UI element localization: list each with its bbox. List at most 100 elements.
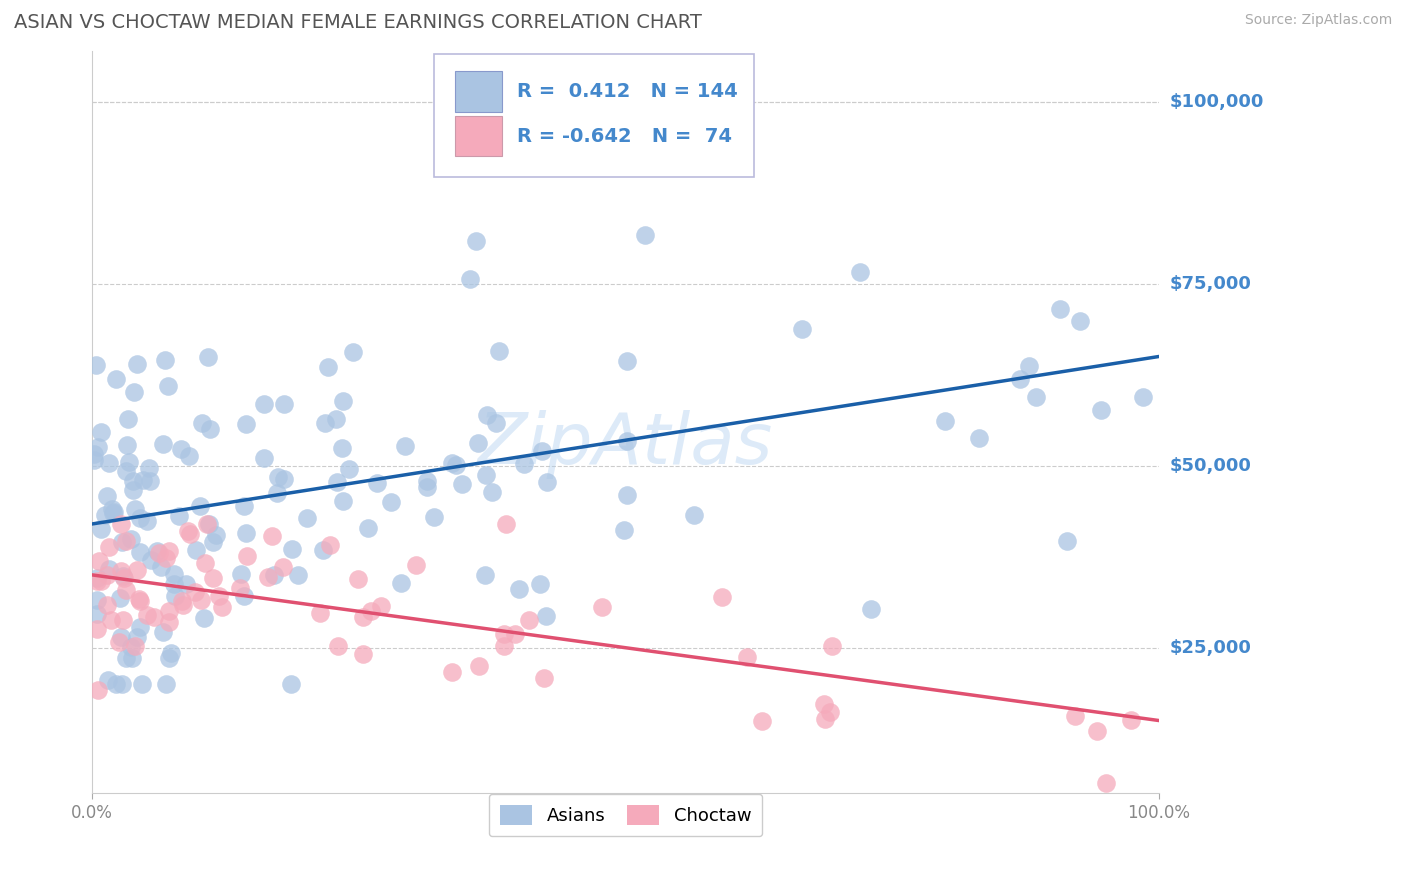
Point	[135, 514, 157, 528]
Point	[440, 665, 463, 679]
Point	[86, 607, 108, 621]
Point	[132, 473, 155, 487]
Point	[352, 647, 374, 661]
Point	[174, 577, 197, 591]
Point	[405, 558, 427, 572]
Point	[475, 409, 498, 423]
Point	[157, 615, 180, 629]
Point	[591, 600, 613, 615]
Text: Source: ZipAtlas.com: Source: ZipAtlas.com	[1244, 13, 1392, 28]
Point	[468, 659, 491, 673]
Point	[149, 560, 172, 574]
Point	[118, 455, 141, 469]
Point	[129, 594, 152, 608]
Point	[193, 611, 215, 625]
Point	[440, 456, 463, 470]
Point	[634, 227, 657, 242]
Point	[153, 353, 176, 368]
Point	[205, 527, 228, 541]
Point	[813, 697, 835, 711]
Point	[1018, 359, 1040, 373]
Point	[503, 627, 526, 641]
Point	[197, 517, 219, 532]
Point	[100, 613, 122, 627]
Point	[820, 640, 842, 654]
Point	[172, 598, 194, 612]
Point	[117, 412, 139, 426]
Point	[125, 630, 148, 644]
Point	[267, 470, 290, 484]
Point	[90, 425, 112, 440]
Point	[513, 457, 536, 471]
Point	[131, 677, 153, 691]
Point	[326, 639, 349, 653]
Point	[86, 593, 108, 607]
Point	[451, 476, 474, 491]
Point	[111, 534, 134, 549]
Text: ASIAN VS CHOCTAW MEDIAN FEMALE EARNINGS CORRELATION CHART: ASIAN VS CHOCTAW MEDIAN FEMALE EARNINGS …	[14, 13, 702, 32]
Point	[465, 235, 488, 249]
Point	[252, 397, 274, 411]
Point	[112, 613, 135, 627]
Point	[416, 480, 439, 494]
Point	[110, 630, 132, 644]
Point	[94, 508, 117, 522]
Point	[128, 545, 150, 559]
Point	[128, 619, 150, 633]
Point	[859, 602, 882, 616]
Point	[188, 499, 211, 513]
Point	[128, 510, 150, 524]
Point	[167, 508, 190, 523]
Point	[98, 540, 121, 554]
Point	[536, 608, 558, 623]
Point	[208, 589, 231, 603]
Point	[157, 604, 180, 618]
Point	[517, 613, 540, 627]
Point	[190, 593, 212, 607]
Point	[155, 677, 177, 691]
Point	[370, 599, 392, 613]
Point	[128, 591, 150, 606]
Point	[330, 441, 353, 455]
Point	[488, 343, 510, 358]
Point	[616, 354, 638, 368]
Point	[179, 526, 201, 541]
Point	[165, 589, 187, 603]
Point	[934, 414, 956, 428]
Point	[1119, 713, 1142, 727]
Point	[325, 412, 347, 426]
Point	[308, 606, 330, 620]
Point	[295, 511, 318, 525]
Point	[342, 344, 364, 359]
Point	[332, 394, 354, 409]
Point	[103, 505, 125, 519]
Point	[101, 506, 124, 520]
Point	[352, 609, 374, 624]
Point	[96, 598, 118, 612]
Point	[492, 627, 515, 641]
Point	[152, 437, 174, 451]
Point	[474, 568, 496, 582]
Point	[152, 624, 174, 639]
Point	[232, 499, 254, 513]
Point	[122, 483, 145, 497]
Point	[357, 521, 380, 535]
Point	[87, 683, 110, 698]
Point	[1025, 391, 1047, 405]
Point	[319, 538, 342, 552]
Point	[83, 447, 105, 461]
Point	[124, 502, 146, 516]
Point	[145, 543, 167, 558]
Point	[260, 529, 283, 543]
Point	[751, 714, 773, 729]
Point	[105, 677, 128, 691]
Point	[96, 568, 118, 582]
Point	[236, 549, 259, 563]
Point	[148, 546, 170, 560]
Point	[87, 440, 110, 454]
Point	[394, 438, 416, 452]
Point	[415, 474, 437, 488]
Point	[683, 508, 706, 522]
Point	[314, 416, 336, 430]
Point	[273, 472, 295, 486]
